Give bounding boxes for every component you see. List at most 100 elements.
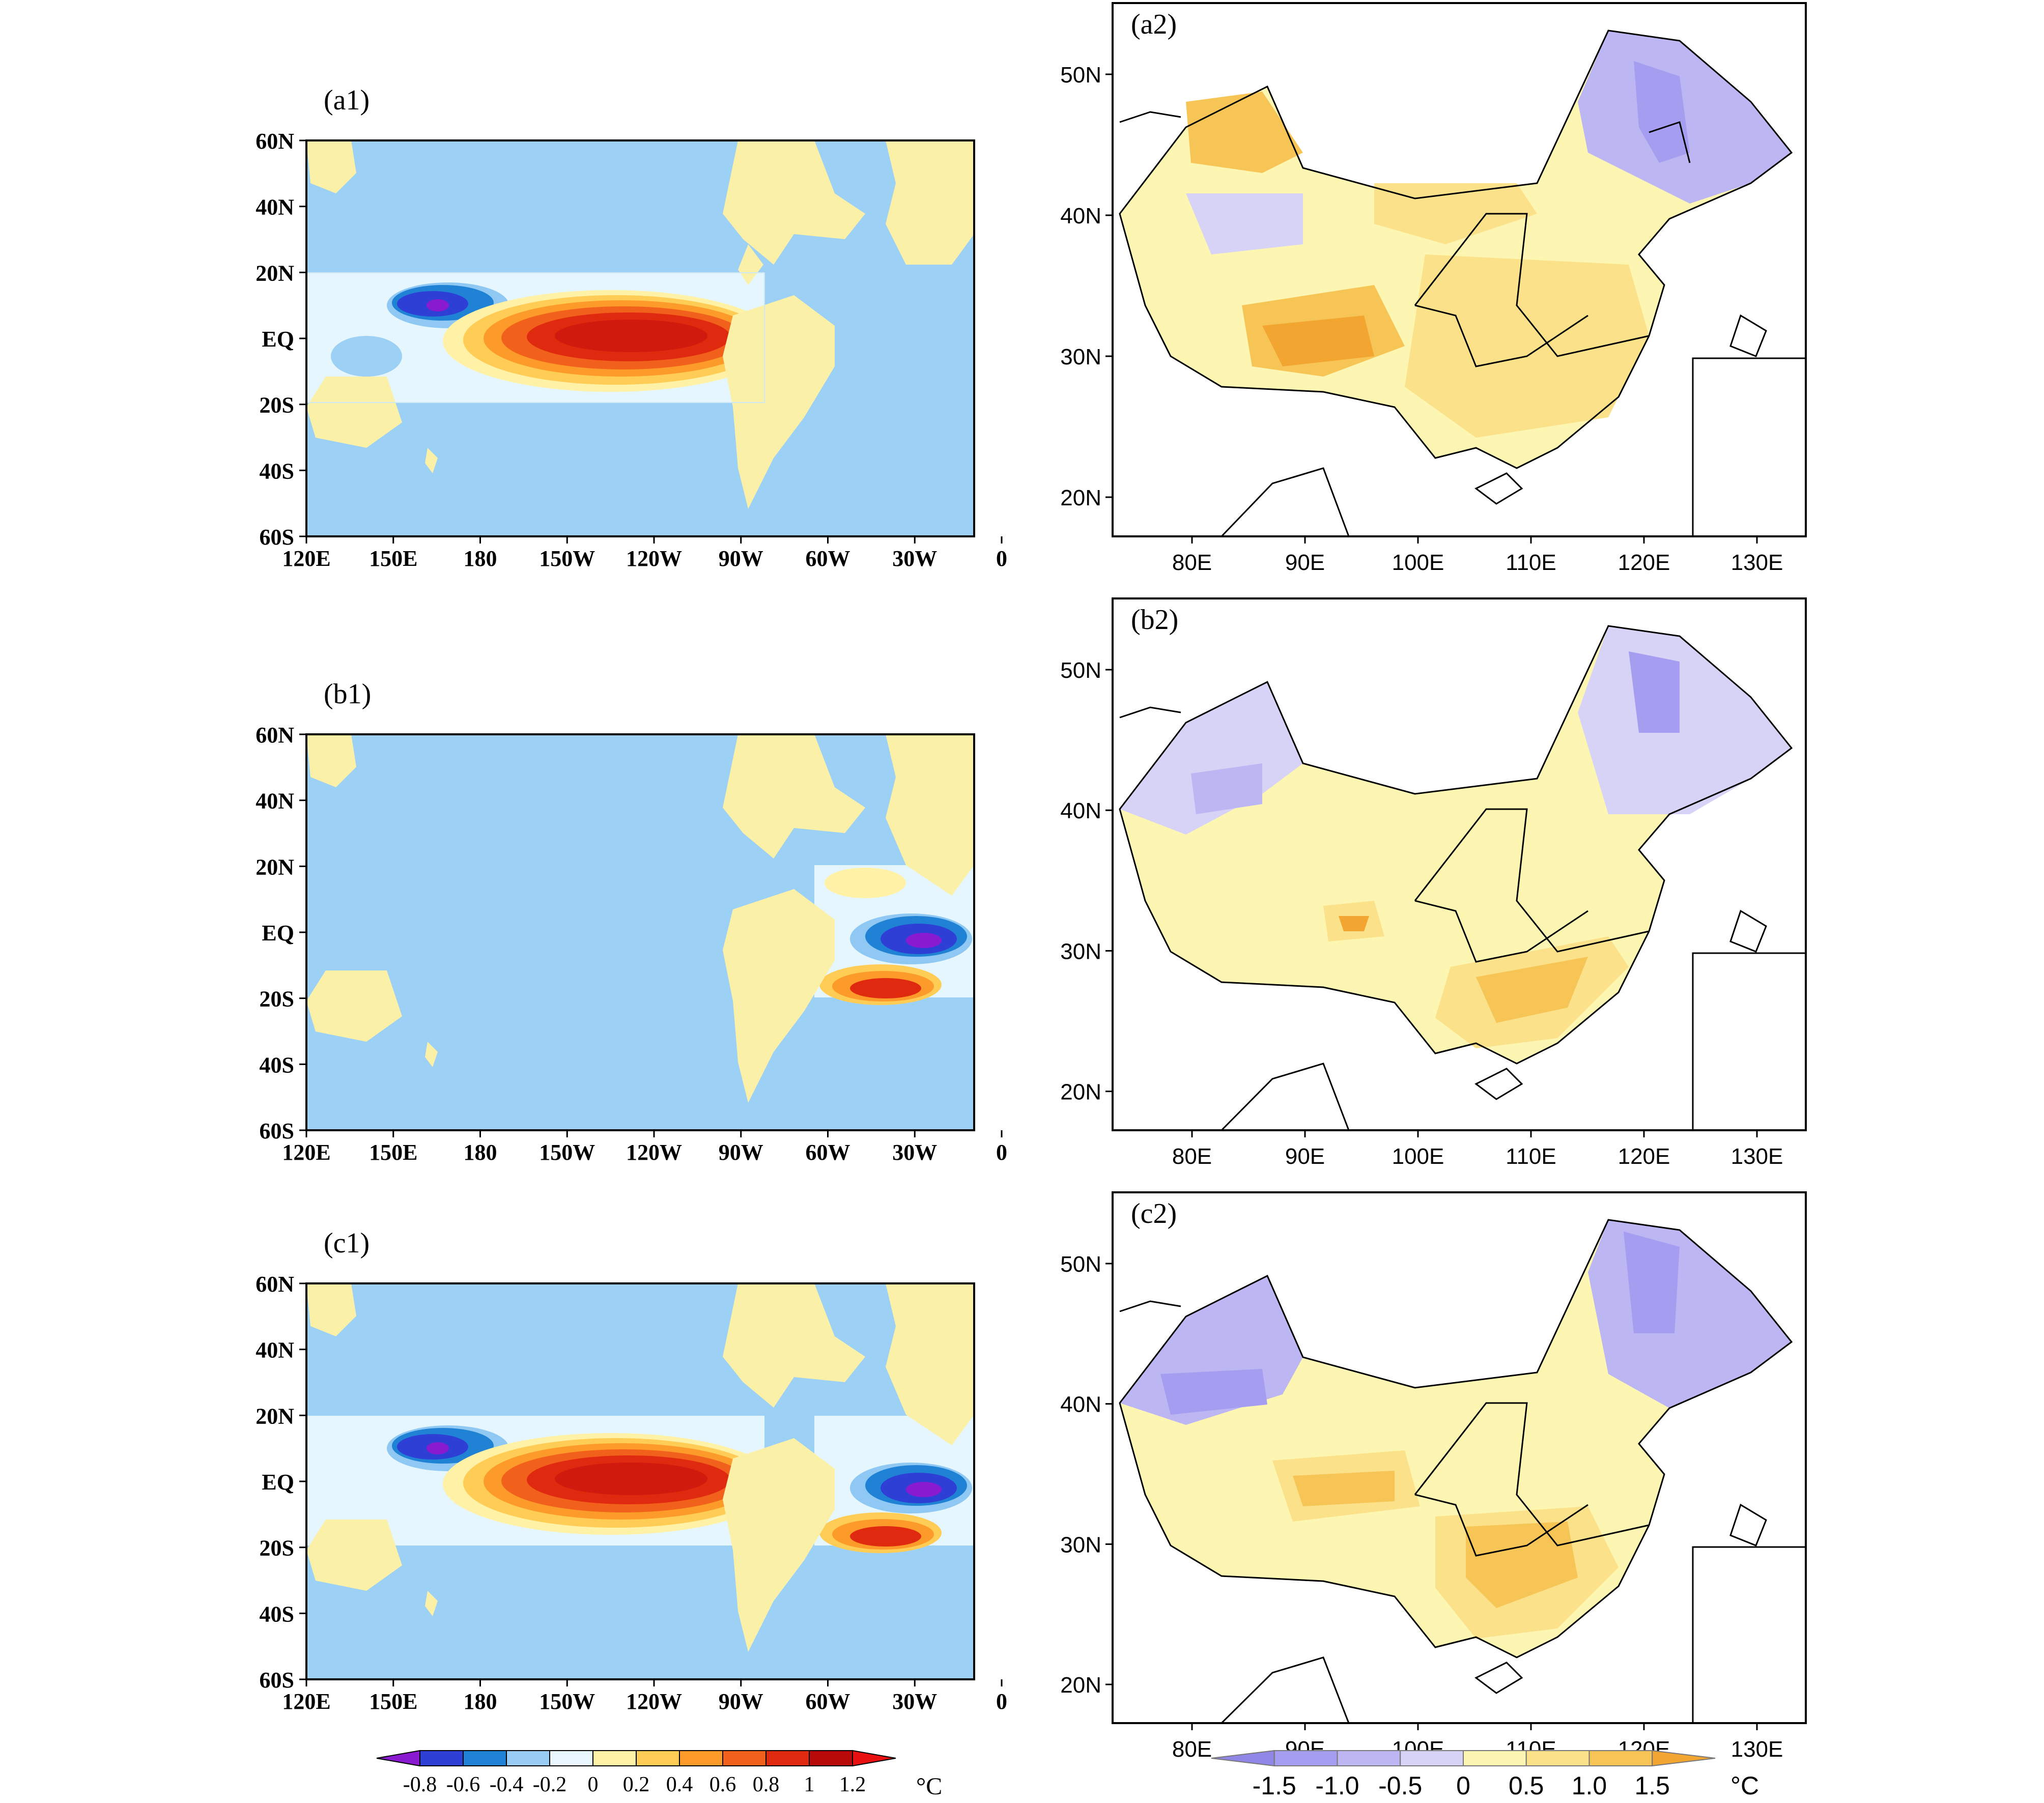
colorbar-sst-unit: °C <box>916 1773 942 1800</box>
frame-b2 <box>1112 597 1807 1131</box>
colorbar-sst-swatch <box>809 1750 853 1766</box>
x-tick-label-c1: 90W <box>719 1689 763 1714</box>
y-tick-label-a1: 60S <box>260 525 294 550</box>
x-tick-label-a2: 100E <box>1392 550 1444 575</box>
atlantic-anomaly-box-c1 <box>814 1416 974 1553</box>
y-tick-label-a1: 20N <box>256 261 294 285</box>
colorbar-temp-label: -1.5 <box>1253 1771 1296 1800</box>
colorbar-sst-swatch <box>549 1750 593 1766</box>
x-tick-label-c1: 60W <box>806 1689 850 1714</box>
china-outline-b2 <box>1119 625 1793 1130</box>
y-tick-label-c1: 20S <box>260 1536 294 1561</box>
x-tick-label-c2: 80E <box>1172 1737 1212 1762</box>
panel-label-b2: (b2) <box>1131 604 1178 636</box>
x-tick-label-b2: 90E <box>1285 1144 1325 1169</box>
inset-c2 <box>1692 1546 1806 1723</box>
y-tick-label-a2: 30N <box>1060 345 1101 369</box>
y-tick-label-b1: 60S <box>260 1119 294 1143</box>
x-tick-label-a2: 110E <box>1506 550 1556 575</box>
panel-label-a1: (a1) <box>324 84 370 116</box>
colorbar-temp-swatch <box>1337 1750 1401 1766</box>
y-tick-label-c1: 60S <box>260 1668 294 1693</box>
china-field-b2 <box>1120 626 1792 1064</box>
x-tick-label-b2: 120E <box>1618 1144 1670 1169</box>
panel-c2: (c2) <box>1112 1191 1807 1724</box>
y-tick-label-a1: 40N <box>256 195 294 220</box>
x-tick-label-c1: 150E <box>369 1689 417 1714</box>
colorbar-temp-label: -0.5 <box>1378 1771 1422 1800</box>
x-tick-label-a1: 0 <box>996 546 1007 571</box>
x-tick-label-c1: 150W <box>539 1689 595 1714</box>
colorbar-sst-swatch <box>852 1750 896 1767</box>
panel-label-b1: (b1) <box>324 678 371 710</box>
panel-a2: (a2) <box>1112 2 1807 537</box>
y-tick-label-b2: 30N <box>1060 939 1101 964</box>
y-tick-label-a1: 40S <box>260 459 294 483</box>
colorbar-temp-swatch <box>1652 1750 1716 1767</box>
y-tick-label-b2: 20N <box>1060 1080 1101 1105</box>
y-tick-label-a2: 20N <box>1060 485 1101 510</box>
x-tick-label-a2: 90E <box>1285 550 1325 575</box>
y-tick-label-c1: 40N <box>256 1338 294 1363</box>
x-tick-label-a1: 30W <box>892 546 937 571</box>
x-tick-label-a2: 120E <box>1618 550 1670 575</box>
colorbar-temp-swatch <box>1463 1750 1527 1766</box>
x-tick-label-b2: 130E <box>1731 1144 1783 1169</box>
x-tick-label-c1: 0 <box>996 1689 1007 1714</box>
pacific-anomaly-box-a1 <box>306 273 779 403</box>
y-tick-label-c1: 60N <box>256 1272 294 1297</box>
colorbar-sst-label: -0.2 <box>533 1773 567 1796</box>
colorbar-temp: -1.5 -1.0 -0.5 0 0.5 1.0 1.5 °C <box>1211 1750 1759 1800</box>
y-tick-label-b1: EQ <box>262 921 294 946</box>
colorbar-temp-label: 0 <box>1456 1771 1470 1800</box>
y-tick-label-a1: EQ <box>262 327 294 352</box>
y-tick-label-a2: 40N <box>1060 204 1101 228</box>
panel-b2: (b2) <box>1112 597 1807 1131</box>
colorbar-sst: -0.8 -0.6 -0.4 -0.2 0 0.2 0.4 0.6 0.8 1 1.2 °C <box>376 1750 942 1800</box>
x-tick-label-a1: 120E <box>282 546 330 571</box>
y-tick-label-c1: EQ <box>262 1470 294 1495</box>
y-tick-label-c2: 30N <box>1060 1532 1101 1557</box>
y-tick-label-c2: 50N <box>1060 1252 1101 1277</box>
continents-b1 <box>306 734 974 1103</box>
panel-label-a2: (a2) <box>1131 9 1177 40</box>
panel-label-c1: (c1) <box>324 1227 370 1259</box>
colorbar-sst-swatch <box>636 1750 680 1766</box>
x-tick-label-b1: 150W <box>539 1140 595 1165</box>
colorbar-sst-swatch <box>679 1750 723 1766</box>
colorbar-sst-swatch <box>506 1750 550 1766</box>
y-tick-label-b1: 60N <box>256 723 294 748</box>
x-tick-label-a1: 150E <box>369 546 417 571</box>
china-outline-c2 <box>1119 1219 1793 1723</box>
colorbar-sst-label: 1 <box>804 1773 815 1796</box>
frame-a2 <box>1112 2 1807 537</box>
x-tick-label-b1: 120E <box>282 1140 330 1165</box>
x-tick-label-a2: 80E <box>1172 550 1212 575</box>
x-tick-label-b1: 180 <box>464 1140 497 1165</box>
inset-a2 <box>1692 357 1806 536</box>
colorbar-sst-swatch <box>376 1750 420 1767</box>
china-field-a2 <box>1120 31 1792 468</box>
x-tick-label-c1: 120W <box>626 1689 682 1714</box>
colorbar-sst-label: 0.2 <box>623 1773 650 1796</box>
y-tick-label-a1: 20S <box>260 393 294 418</box>
x-tick-label-b1: 150E <box>369 1140 417 1165</box>
colorbar-sst-label: -0.4 <box>490 1773 524 1796</box>
panel-a1: (a1) <box>305 84 975 537</box>
colorbar-sst-label: 0.6 <box>709 1773 736 1796</box>
colorbar-sst-swatch <box>592 1750 637 1766</box>
colorbar-sst-label: 1.2 <box>839 1773 866 1796</box>
x-tick-label-b2: 110E <box>1506 1144 1556 1169</box>
x-tick-label-b1: 60W <box>806 1140 850 1165</box>
x-tick-label-a1: 60W <box>806 546 850 571</box>
colorbar-temp-unit: °C <box>1730 1771 1759 1800</box>
x-tick-label-b1: 90W <box>719 1140 763 1165</box>
colorbar-sst-swatch <box>722 1750 766 1766</box>
x-tick-label-c1: 180 <box>464 1689 497 1714</box>
x-tick-label-c1: 30W <box>892 1689 937 1714</box>
x-tick-label-b1: 120W <box>626 1140 682 1165</box>
colorbar-temp-label: 0.5 <box>1509 1771 1544 1800</box>
y-tick-label-b1: 40N <box>256 789 294 814</box>
continents-c1 <box>306 1283 974 1652</box>
